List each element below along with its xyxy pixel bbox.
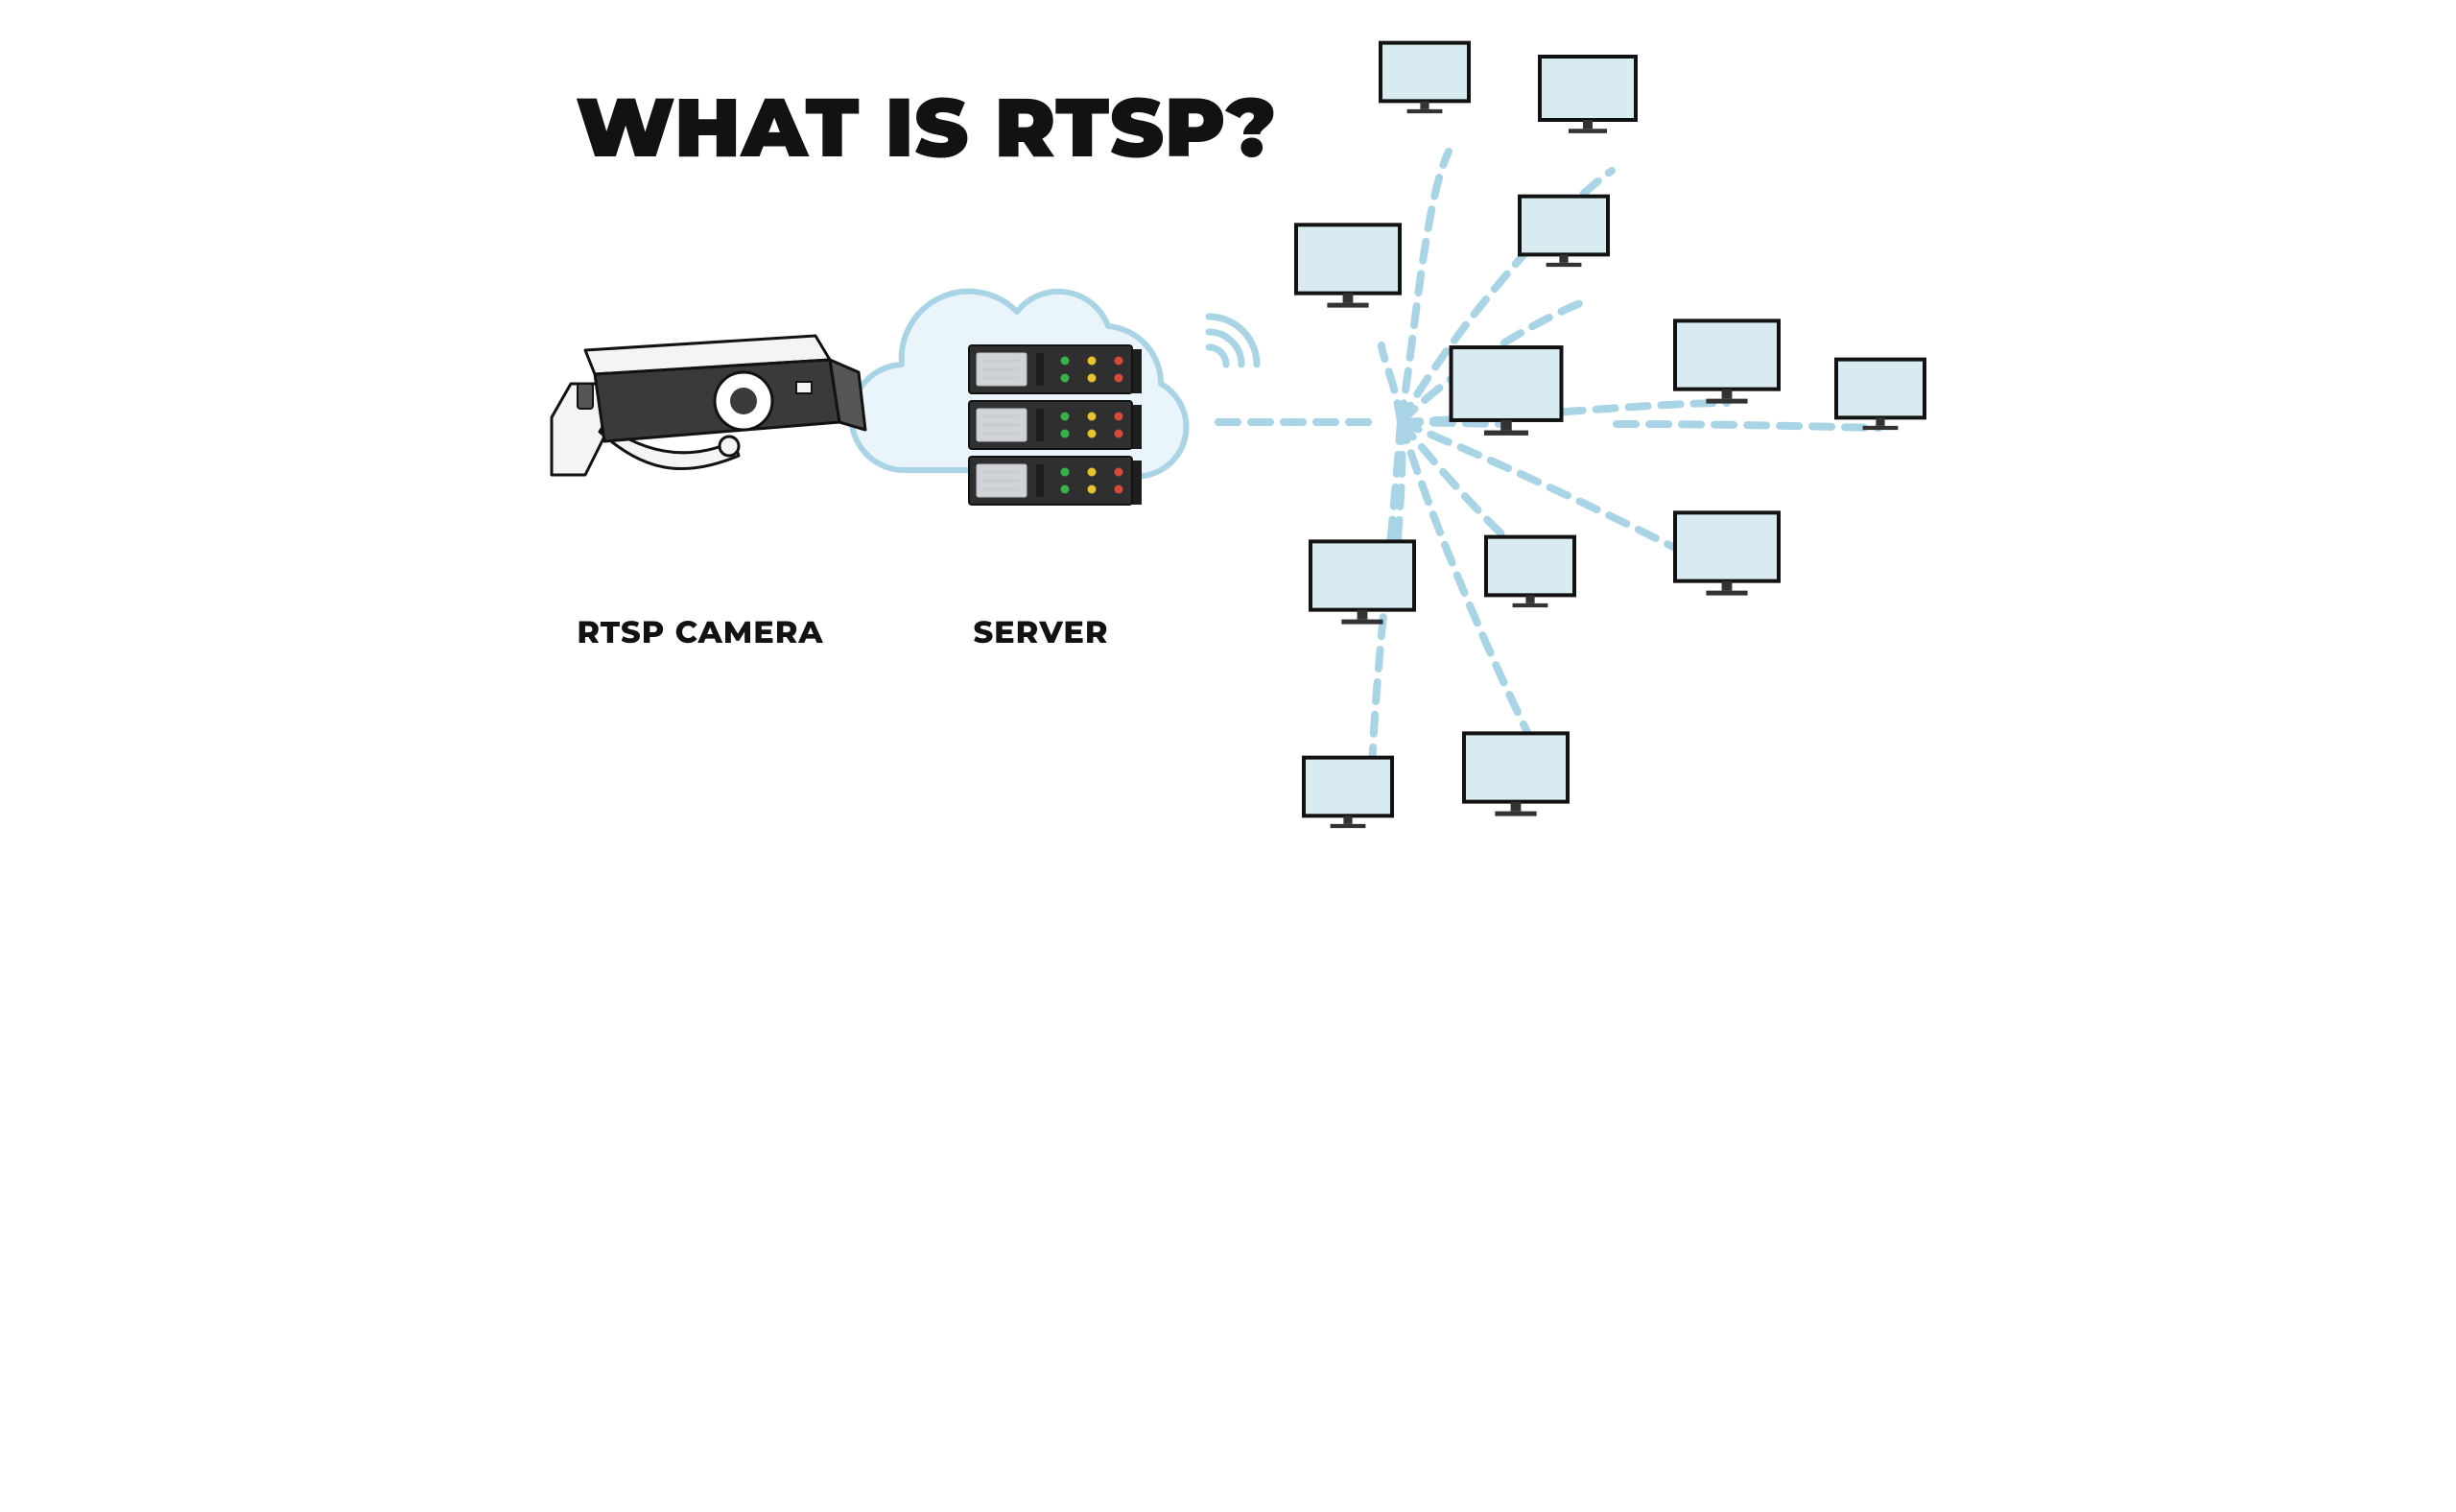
monitor-icon	[1520, 197, 1608, 267]
monitors-group	[1296, 43, 1925, 828]
monitor-icon	[1675, 320, 1779, 403]
monitor-icon	[1296, 224, 1400, 307]
server-label: SERVER	[907, 614, 1175, 651]
page-title: WHAT IS RTSP?	[576, 77, 1277, 177]
camera-group	[552, 336, 865, 475]
dash-lines-group	[854, 152, 1878, 787]
monitor-icon	[1304, 758, 1392, 828]
monitor-icon	[1836, 360, 1925, 430]
diagram-stage: WHAT IS RTSP? RTSP CAMERA SERVER	[480, 0, 1976, 921]
signal-arcs-group	[1209, 317, 1257, 365]
monitor-icon	[1675, 512, 1779, 595]
monitor-icon	[1464, 733, 1568, 815]
monitor-icon	[1452, 347, 1562, 436]
monitor-icon	[1486, 537, 1574, 607]
monitor-icon	[1311, 541, 1414, 624]
server-rack-group	[969, 345, 1142, 505]
camera-label: RTSP CAMERA	[566, 614, 835, 651]
monitor-icon	[1381, 43, 1469, 113]
monitor-icon	[1540, 57, 1636, 133]
cloud-group	[851, 292, 1186, 477]
